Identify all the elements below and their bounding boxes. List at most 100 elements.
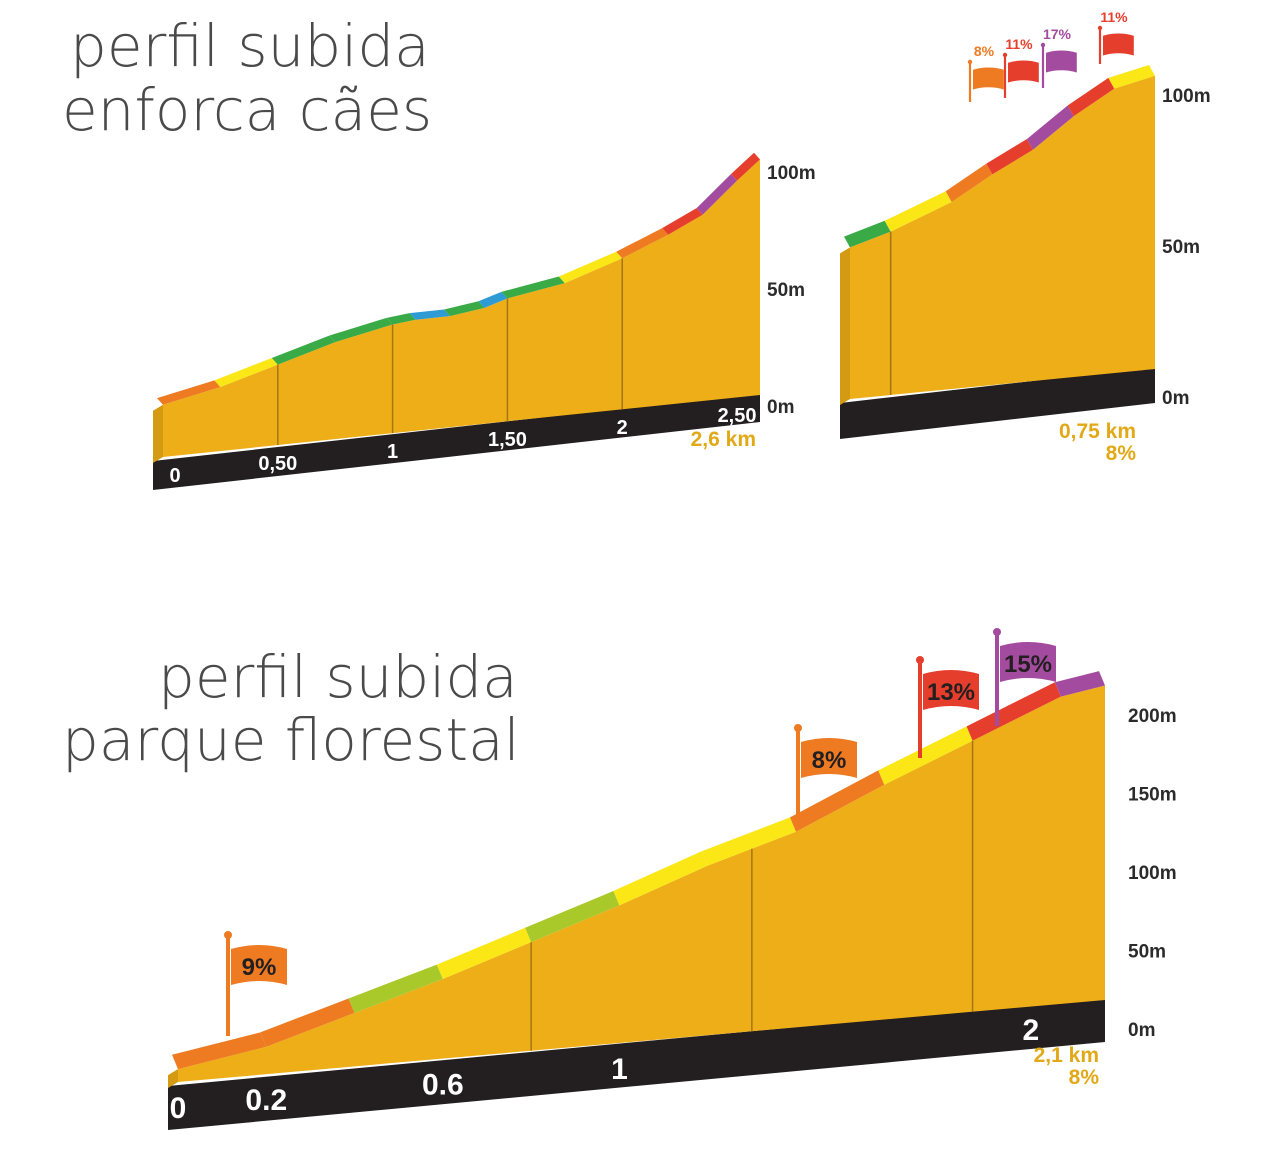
avg-gradient-label: 8%: [1069, 1066, 1100, 1089]
y-tick-label: 100m: [767, 163, 816, 184]
gradient-segment: [616, 228, 669, 259]
x-tick-label: 2: [617, 417, 628, 439]
gradient-segment: [945, 163, 993, 202]
y-tick-label: 50m: [767, 280, 805, 301]
gradient-segment: [436, 927, 532, 979]
y-tick-label: 50m: [1128, 942, 1166, 963]
y-tick-label: 200m: [1128, 706, 1177, 727]
x-tick-label: 2: [1023, 1014, 1040, 1047]
flag-percent-label: 8%: [812, 747, 847, 774]
y-tick-label: 50m: [1162, 237, 1200, 258]
gradient-segment: [701, 817, 796, 866]
x-tick-label: 0: [170, 1092, 187, 1125]
gradient-segment: [966, 682, 1061, 741]
gradient-segment: [1054, 671, 1105, 697]
distance-label: 2,1 km: [1034, 1044, 1099, 1067]
profile-elevation-area: [163, 159, 760, 457]
flag-percent-label: 9%: [242, 954, 277, 981]
y-tick-label: 0m: [1128, 1020, 1155, 1041]
y-tick-label: 150m: [1128, 785, 1177, 806]
profile-base-band: [153, 393, 760, 490]
gradient-flag: [231, 945, 287, 985]
profile-elevation-area: [850, 75, 1155, 400]
gradient-segment: [501, 276, 565, 299]
flag-pole-tip: [1040, 42, 1046, 48]
flag-percent-label: 11%: [1100, 9, 1128, 25]
flag-pole-tip: [1097, 25, 1103, 31]
flag-pole-tip: [916, 656, 924, 664]
distance-label: 2,6 km: [691, 428, 756, 451]
profile-base-band: [168, 998, 1105, 1130]
gradient-segment: [348, 964, 443, 1013]
y-tick-label: 0m: [767, 397, 794, 418]
gradient-segment: [329, 317, 393, 343]
gradient-flag: [923, 670, 979, 710]
gradient-segment: [696, 173, 738, 215]
x-tick-label: 0.2: [245, 1084, 287, 1117]
x-tick-label: 1: [611, 1053, 628, 1086]
gradient-segment: [1067, 77, 1115, 117]
gradient-flag: [1103, 33, 1134, 56]
x-tick-label: 0,50: [258, 453, 297, 475]
profile-side-face: [168, 1069, 178, 1088]
enforca-profile-chart: 0 0,50 1 1,50 2 2,50 0m 50m 100m 2,6 km: [153, 152, 816, 490]
chart-title-parque-line1: perfil subida: [158, 643, 518, 711]
gradient-segment: [157, 380, 221, 405]
flag-pole-tip: [224, 931, 232, 939]
gradient-flag: [1046, 50, 1077, 73]
profile-base-band: [840, 367, 1155, 439]
y-tick-label: 100m: [1128, 863, 1177, 884]
flag-percent-label: 13%: [927, 679, 975, 706]
gradient-flag: [1000, 642, 1056, 682]
flag-percent-label: 8%: [974, 43, 995, 59]
profile-elevation-area: [178, 685, 1105, 1082]
gradient-segment: [844, 220, 891, 248]
gradient-segment: [172, 1032, 267, 1070]
gradient-flag: [801, 738, 857, 778]
y-tick-label: 100m: [1162, 86, 1211, 107]
gradient-segment: [790, 770, 885, 832]
profile-side-face: [840, 247, 850, 405]
gradient-segment: [878, 726, 973, 785]
gradient-flag: [1008, 60, 1039, 83]
gradient-segment: [214, 357, 278, 387]
chart-title-enforca-line1: perfil subida: [70, 12, 430, 80]
gradient-flag: [973, 67, 1004, 90]
gradient-segment: [662, 208, 703, 235]
x-tick-label: 1: [387, 441, 398, 463]
gradient-segment: [1027, 105, 1074, 150]
gradient-segment: [260, 998, 355, 1047]
y-tick-label: 0m: [1162, 388, 1189, 409]
gradient-segment: [271, 335, 336, 365]
x-tick-label: 0: [169, 465, 180, 487]
gradient-segment: [558, 251, 623, 284]
flag-percent-label: 17%: [1043, 26, 1072, 42]
avg-gradient-label: 8%: [1106, 442, 1137, 465]
flag-pole-tip: [993, 628, 1001, 636]
gradient-segment: [444, 301, 485, 317]
profile-side-face: [153, 404, 163, 463]
gradient-segment: [478, 291, 508, 308]
flag-pole-tip: [967, 59, 973, 65]
gradient-segment: [613, 851, 708, 906]
flag-percent-label: 11%: [1005, 36, 1033, 52]
gradient-segment: [1108, 65, 1155, 89]
flag-percent-label: 15%: [1004, 651, 1052, 678]
chart-title-parque-line2: parque florestal: [62, 706, 520, 774]
gradient-segment: [986, 138, 1033, 175]
distance-label: 0,75 km: [1059, 420, 1136, 443]
gradient-segment: [386, 313, 416, 325]
flag-pole-tip: [794, 724, 802, 732]
gradient-segment: [409, 309, 451, 320]
flag-pole-tip: [1002, 52, 1008, 58]
x-tick-label: 0.6: [422, 1069, 464, 1102]
gradient-segment: [731, 152, 760, 181]
gradient-segment: [525, 890, 620, 943]
x-tick-label: 2,50: [718, 405, 757, 427]
chart-title-enforca-line2: enforca cães: [62, 76, 433, 144]
gradient-segment: [884, 191, 952, 232]
x-tick-label: 1,50: [488, 429, 527, 451]
